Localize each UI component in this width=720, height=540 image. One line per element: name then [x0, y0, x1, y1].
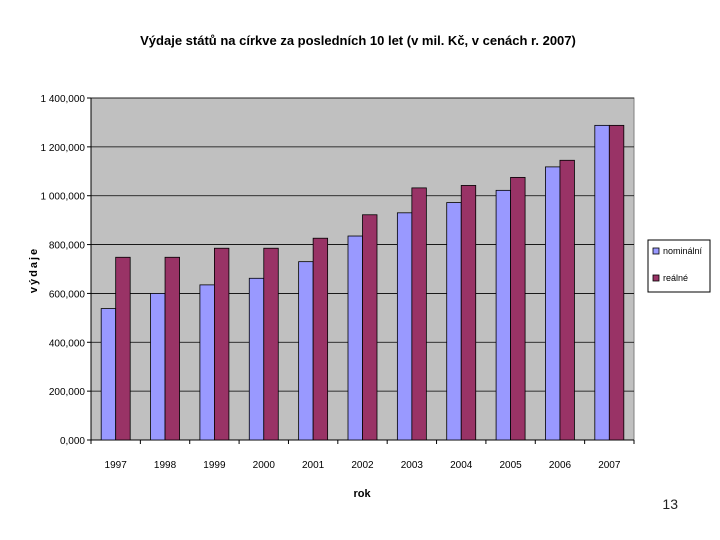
x-tick-label: 1999: [203, 460, 226, 471]
x-tick-label: 2004: [450, 460, 473, 471]
bar-nominal: [446, 202, 462, 441]
bar-nominal: [545, 166, 561, 441]
plot-area: 0,000 200,000 400,000 600,000 800,000 1 000,0…: [41, 94, 635, 471]
bar-real: [510, 176, 526, 441]
x-tick-label: 2001: [302, 460, 325, 471]
x-tick-label: 2006: [549, 460, 572, 471]
y-tick-label: 1 200,000: [41, 143, 86, 154]
bar-real: [115, 256, 131, 441]
bar-nominal: [248, 277, 265, 441]
bar-nominal: [150, 293, 166, 441]
legend-label: reálné: [663, 273, 688, 283]
bar-real: [214, 247, 230, 441]
x-tick-label: 2003: [401, 460, 424, 471]
y-tick-label: 800,000: [49, 241, 86, 252]
x-tick-label: 2002: [351, 460, 374, 471]
bar-real: [362, 214, 378, 441]
bar-nominal: [100, 308, 117, 441]
bar-real: [411, 187, 427, 441]
bar-nominal: [594, 124, 610, 441]
legend-label: nominální: [663, 246, 703, 256]
bar-nominal: [199, 284, 215, 441]
y-tick-label: 400,000: [49, 338, 86, 349]
legend-swatch: [652, 247, 660, 255]
legend-swatch: [652, 274, 660, 282]
y-tick-label: 1 400,000: [41, 94, 86, 105]
bar-nominal: [347, 235, 363, 441]
x-axis-label: rok: [353, 488, 371, 500]
chart-title: Výdaje států na církve za posledních 10 …: [140, 33, 576, 48]
bar-nominal: [298, 261, 314, 441]
y-axis-label: výdaje: [28, 247, 40, 293]
y-tick-label: 0,000: [60, 436, 85, 447]
bar-real: [559, 159, 575, 441]
y-tick-label: 200,000: [49, 387, 86, 398]
y-tick-label: 600,000: [49, 289, 86, 300]
bar-real: [460, 185, 477, 441]
legend: nominální reálné: [647, 239, 711, 293]
page-number: 13: [662, 496, 678, 512]
x-tick-label: 2005: [499, 460, 522, 471]
x-tick-label: 2000: [253, 460, 276, 471]
y-tick-label: 1 000,000: [41, 192, 86, 203]
bar-real: [312, 237, 329, 441]
x-tick-label: 1997: [105, 460, 128, 471]
x-tick-label: 1998: [154, 460, 177, 471]
x-tick-label: 2007: [598, 460, 621, 471]
bar-real: [263, 247, 279, 441]
bar-real: [608, 124, 625, 441]
bar-nominal: [495, 189, 511, 441]
bar-nominal: [396, 212, 413, 441]
bar-real: [164, 256, 180, 441]
